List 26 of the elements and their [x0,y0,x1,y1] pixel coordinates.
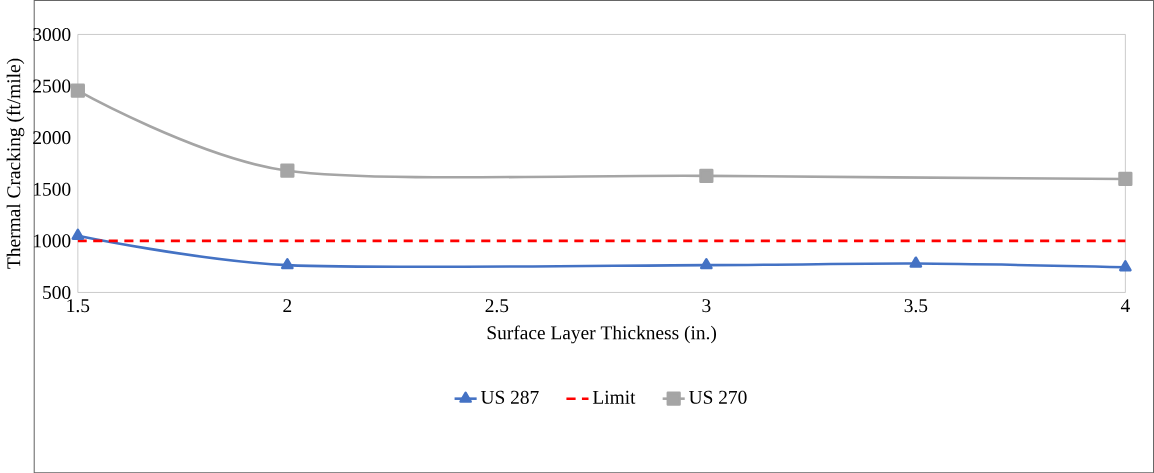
point [700,257,713,270]
y-tick-label: 3000 [33,27,71,41]
y-axis-title: Thermal Cracking (ft/mile) [6,58,25,269]
x-tick-label: 2 [283,299,292,312]
x-tick-label: 2.5 [485,299,509,313]
legend-label: US 287 [480,390,539,404]
point [71,228,85,240]
y-tick-label: 500 [43,285,71,299]
point [1118,171,1133,186]
y-tick-label: 2500 [33,79,71,93]
x-tick-label: 1.5 [67,299,90,313]
y-tick-label: 1000 [34,234,71,248]
x-axis-title: Surface Layer Thickness (in.) [487,325,717,344]
point [70,83,85,98]
legend-label: Limit [592,390,636,404]
x-tick-label: 3 [702,299,711,313]
point [281,257,294,270]
x-tick-label: 4 [1120,299,1130,312]
y-tick-label: 1500 [34,182,71,196]
y-tick-label: 2000 [33,130,71,145]
legend-label: US 270 [689,390,747,404]
x-tick-label: 3.5 [904,299,928,313]
point [1119,259,1132,272]
point [280,163,295,178]
point [909,256,923,268]
point [699,168,714,183]
